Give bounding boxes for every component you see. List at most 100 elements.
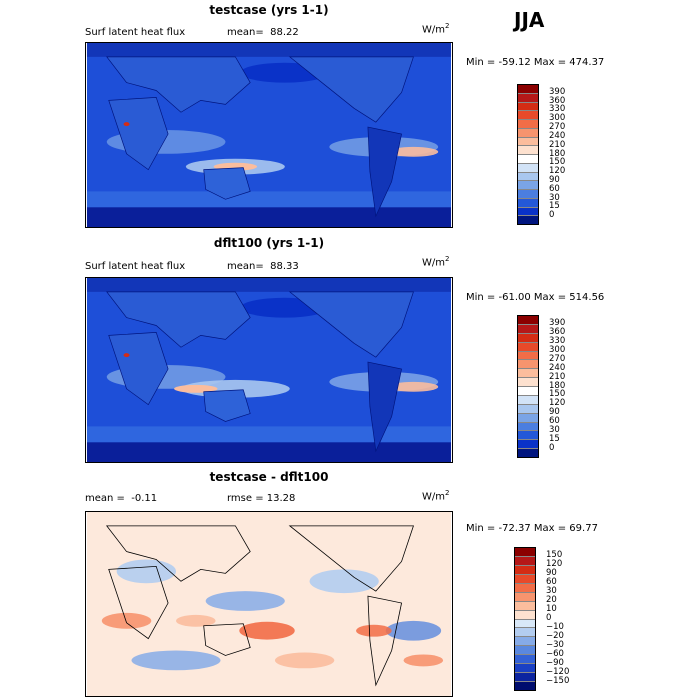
panel1-mean: mean= 88.22	[227, 27, 299, 38]
colorbar-swatch	[518, 136, 538, 146]
colorbar-tick-label: 30	[549, 192, 560, 203]
season-label: JJA	[514, 8, 545, 32]
colorbar-tick-label: 390	[549, 86, 566, 97]
colorbar-swatch	[518, 110, 538, 119]
colorbar-swatch	[518, 85, 538, 93]
colorbar-tick-label: 90	[549, 174, 560, 185]
colorbar-swatch	[515, 663, 535, 673]
colorbar-swatch	[518, 197, 538, 207]
colorbar-tick-label: −150	[546, 676, 570, 686]
colorbar-swatch	[518, 145, 538, 154]
panel3-mean: mean = -0.11	[85, 493, 158, 504]
colorbar-swatch	[518, 154, 538, 163]
colorbar-tick-label: −10	[546, 622, 564, 632]
colorbar-swatch	[518, 332, 538, 342]
colorbar-tick-label: 60	[549, 416, 560, 427]
panel2-colorbar-labels: 390 360 330 300 270 240 210 180 150 120 90 60 30 15 0	[549, 315, 589, 458]
colorbar-swatch	[515, 600, 535, 610]
colorbar-tick-label: 210	[549, 139, 566, 150]
colorbar-tick-label: 30	[549, 425, 560, 436]
colorbar-tick-label: 90	[549, 407, 560, 418]
colorbar-swatch	[515, 618, 535, 628]
colorbar-swatch	[515, 645, 535, 655]
colorbar-swatch	[518, 92, 538, 102]
panel1-colorbar-labels: 390 360 330 300 270 240 210 180 150 120 90 60 30 15 0	[549, 84, 589, 225]
colorbar-swatch	[518, 430, 538, 440]
panel1-units: W/m2	[422, 22, 450, 36]
colorbar-swatch	[518, 359, 538, 369]
colorbar-tick-label: 150	[549, 157, 566, 168]
colorbar-swatch	[518, 403, 538, 413]
panel1-map	[85, 42, 453, 228]
panel1-colorbar	[517, 84, 539, 225]
colorbar-tick-label: 0	[549, 210, 555, 221]
colorbar-swatch	[518, 316, 538, 324]
colorbar-swatch	[515, 681, 535, 690]
colorbar-swatch	[518, 127, 538, 137]
colorbar-tick-label: 180	[549, 380, 566, 391]
colorbar-tick-label: 120	[549, 166, 566, 177]
colorbar-tick-label: 360	[549, 326, 566, 337]
panel2-units: W/m2	[422, 255, 450, 269]
panel1-minmax: Min = -59.12 Max = 474.37	[466, 57, 605, 68]
colorbar-tick-label: 10	[546, 604, 557, 614]
colorbar-tick-label: 60	[549, 183, 560, 194]
colorbar-swatch	[515, 573, 535, 583]
colorbar-tick-label: 300	[549, 113, 566, 124]
colorbar-tick-label: 330	[549, 104, 566, 115]
colorbar-tick-label: 330	[549, 335, 566, 346]
colorbar-tick-label: 240	[549, 130, 566, 141]
colorbar-tick-label: −120	[546, 667, 570, 677]
colorbar-swatch	[518, 448, 538, 457]
colorbar-swatch	[515, 654, 535, 664]
colorbar-tick-label: −20	[546, 631, 564, 641]
colorbar-tick-label: 210	[549, 371, 566, 382]
colorbar-tick-label: 300	[549, 344, 566, 355]
colorbar-swatch	[518, 180, 538, 189]
panel3-rmse: rmse = 13.28	[227, 493, 296, 504]
colorbar-tick-label: 0	[549, 443, 555, 454]
panel3-map	[85, 511, 453, 697]
colorbar-tick-label: 120	[546, 559, 563, 569]
panel3-minmax: Min = -72.37 Max = 69.77	[466, 523, 598, 534]
colorbar-tick-label: −30	[546, 640, 564, 650]
colorbar-swatch	[518, 368, 538, 378]
colorbar-swatch	[518, 394, 538, 404]
panel2-map	[85, 277, 453, 463]
colorbar-swatch	[518, 189, 538, 198]
colorbar-tick-label: 90	[546, 568, 557, 578]
panel2-colorbar	[517, 315, 539, 458]
colorbar-tick-label: 0	[546, 613, 552, 623]
colorbar-tick-label: 240	[549, 362, 566, 373]
colorbar-swatch	[515, 564, 535, 574]
colorbar-swatch	[515, 582, 535, 592]
panel3-colorbar	[514, 547, 536, 691]
colorbar-tick-label: 15	[549, 434, 560, 445]
colorbar-swatch	[518, 439, 538, 449]
colorbar-tick-label: 390	[549, 317, 566, 328]
panel3-units: W/m2	[422, 489, 450, 503]
colorbar-tick-label: −60	[546, 649, 564, 659]
colorbar-swatch	[518, 350, 538, 360]
colorbar-swatch	[518, 323, 538, 333]
colorbar-swatch	[515, 672, 535, 682]
colorbar-tick-label: 120	[549, 398, 566, 409]
colorbar-tick-label: 150	[549, 389, 566, 400]
colorbar-tick-label: 360	[549, 95, 566, 106]
colorbar-swatch	[518, 171, 538, 181]
colorbar-swatch	[515, 636, 535, 646]
colorbar-swatch	[515, 627, 535, 637]
colorbar-swatch	[518, 341, 538, 351]
colorbar-tick-label: −90	[546, 658, 564, 668]
colorbar-swatch	[515, 591, 535, 601]
panel3-colorbar-labels: 150 120 90 60 30 20 10 0 −10 −20 −30 −60 −90 −120 −150	[546, 547, 586, 691]
colorbar-tick-label: 270	[549, 122, 566, 133]
panel2-minmax: Min = -61.00 Max = 514.56	[466, 292, 605, 303]
colorbar-swatch	[518, 101, 538, 111]
colorbar-swatch	[518, 386, 538, 395]
colorbar-tick-label: 30	[546, 586, 557, 596]
panel2-variable: Surf latent heat flux	[85, 261, 186, 272]
colorbar-tick-label: 15	[549, 201, 560, 212]
colorbar-swatch	[515, 548, 535, 556]
colorbar-swatch	[518, 215, 538, 224]
